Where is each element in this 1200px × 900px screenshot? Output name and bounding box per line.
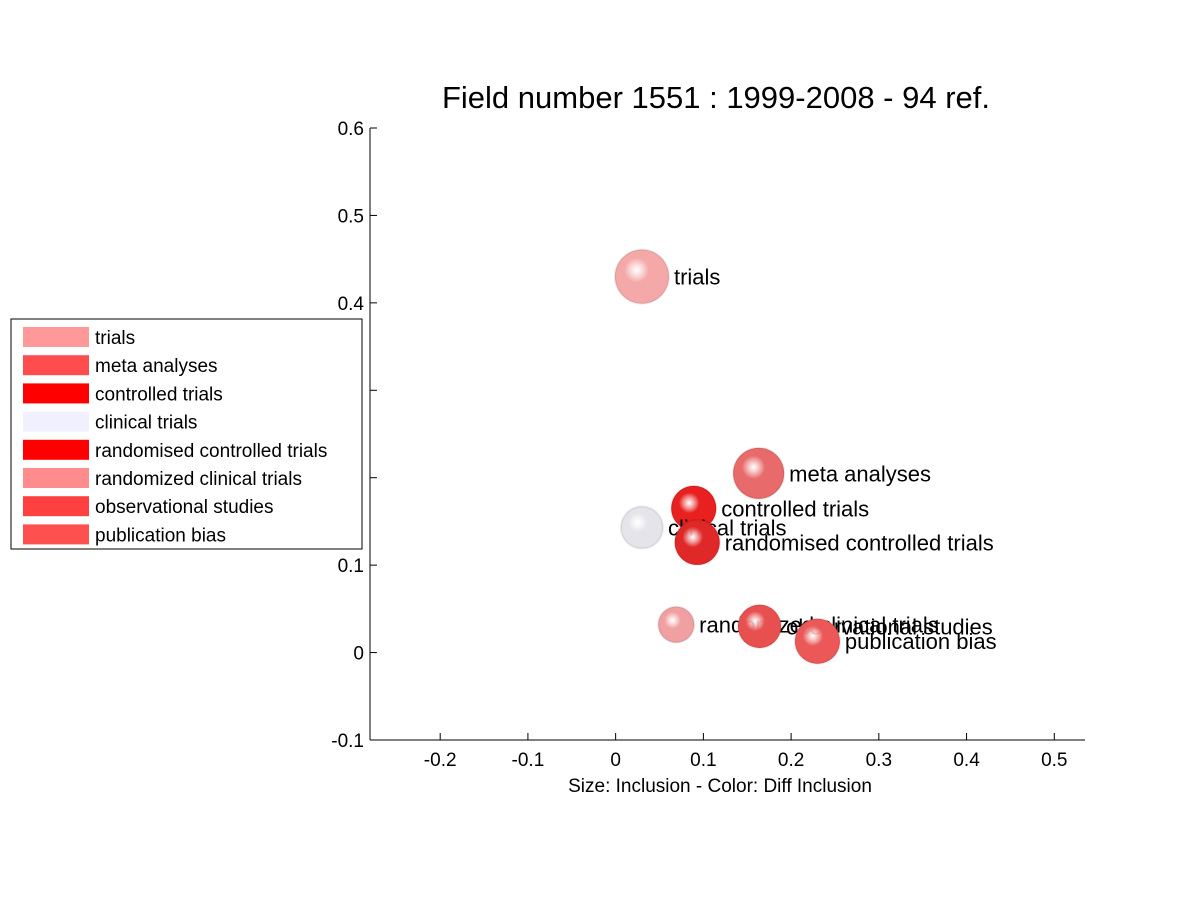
point-label: trials [674, 265, 720, 290]
legend-swatch [23, 468, 89, 488]
point-label: randomised controlled trials [725, 530, 994, 555]
point-label: publication bias [845, 629, 997, 654]
legend-label: observational studies [95, 497, 274, 518]
legend: trials meta analyses controlled trials clin… [10, 318, 363, 550]
x-tick-label: 0.5 [1041, 750, 1067, 771]
x-axis-label: Size: Inclusion - Color: Diff Inclusion [568, 776, 872, 797]
legend-label: controlled trials [95, 384, 223, 405]
y-tick-label: 0.1 [338, 556, 364, 577]
x-tick-label: 0.3 [866, 750, 892, 771]
legend-label: trials [95, 328, 135, 349]
point-label: controlled trials [721, 496, 869, 521]
x-tick-label: 0.1 [690, 750, 716, 771]
legend-swatch [23, 496, 89, 517]
point-rim [673, 518, 721, 566]
y-tick-label: 0.4 [338, 294, 365, 315]
legend-swatch [23, 327, 89, 347]
legend-swatch [23, 383, 89, 404]
legend-swatch [23, 524, 89, 545]
y-tick-label: 0.5 [338, 206, 364, 227]
point-marker [733, 447, 785, 499]
point-marker [620, 506, 663, 549]
axes: -0.1 0 0.1 0.4 0.5 0.6 -0.2 -0.1 0 0.1 0.2 0.3 0.4 0.… [331, 119, 1085, 771]
point-marker [671, 485, 717, 531]
point-marker [737, 604, 782, 648]
y-tick-label: 0 [353, 644, 364, 665]
point-marker [658, 606, 695, 643]
chart-title: Field number 1551 : 1999-2008 - 94 ref. [442, 80, 990, 115]
legend-swatch [23, 411, 89, 432]
point-rim [613, 248, 670, 305]
x-tick-label: 0 [610, 750, 621, 771]
point-marker [614, 249, 669, 304]
point-rim [657, 605, 696, 644]
point-rim [619, 505, 664, 550]
legend-label: meta analyses [95, 356, 218, 377]
point-rim [732, 446, 786, 500]
x-tick-label: -0.2 [424, 750, 457, 771]
legend-swatch [23, 439, 89, 460]
legend-swatch [23, 355, 89, 376]
point-label: meta analyses [789, 461, 931, 486]
legend-label: randomised controlled trials [95, 441, 327, 462]
point-marker [674, 519, 720, 565]
point-rim [736, 603, 783, 649]
x-tick-label: 0.2 [778, 750, 804, 771]
y-tick-label: -0.1 [331, 731, 364, 752]
x-tick-label: 0.4 [953, 750, 980, 771]
point-marker [794, 618, 840, 664]
point-rim [793, 617, 841, 665]
legend-label: randomized clinical trials [95, 469, 302, 490]
x-tick-label: -0.1 [512, 750, 545, 771]
legend-label: publication bias [95, 525, 226, 546]
legend-label: clinical trials [95, 413, 197, 434]
y-tick-label: 0.6 [338, 119, 364, 140]
